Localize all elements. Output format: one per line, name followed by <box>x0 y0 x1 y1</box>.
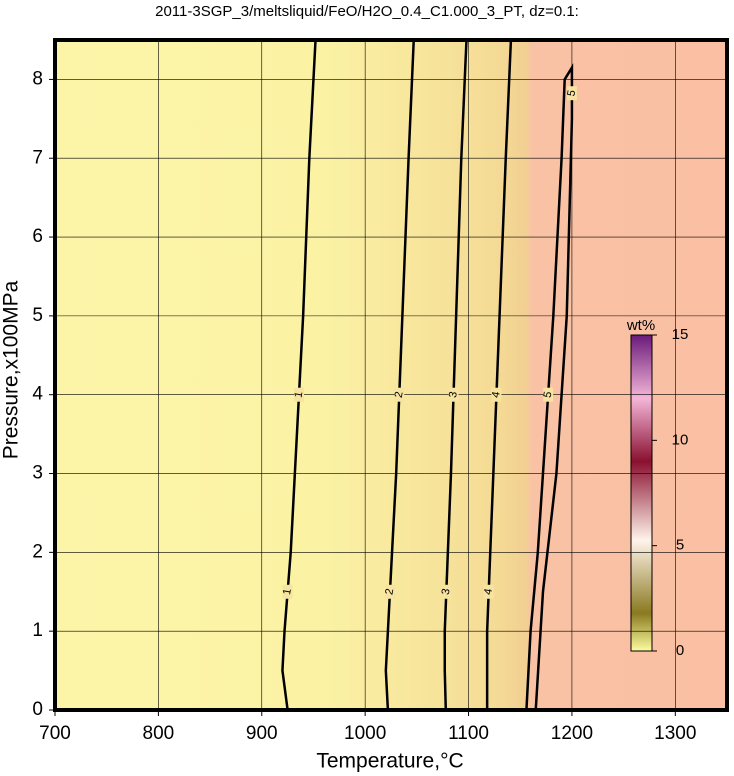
contour-label-bg <box>491 387 502 402</box>
x-tick-label: 800 <box>143 723 175 744</box>
y-tick-label: 7 <box>32 147 43 168</box>
contour-label: 5 <box>542 391 555 399</box>
y-tick-label: 0 <box>32 699 43 720</box>
contour-line <box>485 39 513 710</box>
colorbar-label: wt% <box>626 317 655 334</box>
contour-label-bg <box>543 387 554 402</box>
x-axis-label: Temperature,°C <box>316 750 463 773</box>
x-tick-label: 1300 <box>654 723 696 744</box>
x-tick-label: 700 <box>39 723 71 744</box>
contour-label: 4 <box>490 391 503 399</box>
plot-background <box>55 40 727 710</box>
y-tick-label: 8 <box>32 68 43 89</box>
x-tick-label: 1200 <box>551 723 593 744</box>
contour-label-bg <box>441 584 452 599</box>
y-axis-label: Pressure,x100MPa <box>0 280 23 459</box>
contour-label: 2 <box>383 588 396 596</box>
contour-label: 3 <box>447 391 460 399</box>
contour-label: 1 <box>292 391 305 399</box>
contour-label-bg <box>394 387 405 402</box>
colorbar-tick-label: 15 <box>672 326 689 343</box>
chart-title: 2011-3SGP_3/meltsliquid/FeO/H2O_0.4_C1.0… <box>155 3 579 20</box>
y-tick-label: 4 <box>32 384 43 405</box>
plot-frame <box>53 38 729 712</box>
colorbar-tick-label: 0 <box>676 642 684 659</box>
contour-label-bg <box>483 584 494 599</box>
contour-line <box>384 39 415 711</box>
contour-label-bg <box>282 584 293 599</box>
y-tick-label: 5 <box>32 305 43 326</box>
contour-label: 4 <box>482 588 495 596</box>
contour-label-bg <box>384 584 395 599</box>
y-tick-label: 2 <box>32 541 43 562</box>
y-tick-label: 3 <box>32 463 43 484</box>
contour-label-bg <box>448 387 459 402</box>
x-tick-label: 1100 <box>448 723 489 744</box>
contour-line <box>525 63 574 711</box>
colorbar-tick-label: 10 <box>672 431 689 448</box>
contour-label-bg <box>293 387 304 402</box>
contour-line <box>443 39 468 711</box>
contour-label-bg <box>566 86 577 101</box>
y-tick-label: 1 <box>32 620 43 641</box>
contour-line <box>281 39 317 711</box>
x-tick-label: 1000 <box>344 723 386 744</box>
x-tick-label: 900 <box>246 723 278 744</box>
colorbar-tick-label: 5 <box>676 537 684 554</box>
contour-label: 5 <box>565 89 578 97</box>
contour-label: 3 <box>440 588 453 596</box>
contour-label: 1 <box>281 588 294 596</box>
contour-label: 2 <box>393 391 406 399</box>
colorbar <box>630 334 653 652</box>
y-tick-label: 6 <box>32 226 43 247</box>
